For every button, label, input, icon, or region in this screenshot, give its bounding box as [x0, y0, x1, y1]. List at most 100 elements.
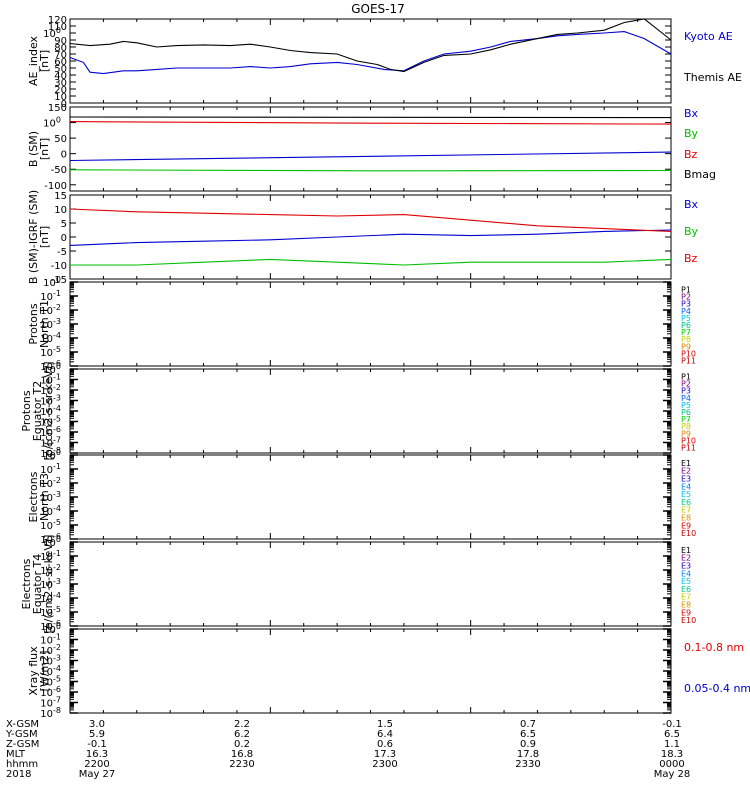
- series-line-by: [70, 258, 672, 266]
- y-tick-label: 0: [61, 150, 67, 161]
- x-axis-labels: X-GSM 3.0 2.2 1.5 0.7 -0.1 Y-GSM 5.9 6.2 6.4 6.5 6.…: [5, 719, 690, 780]
- x-tick-label: May 27: [79, 769, 116, 780]
- y-tick-label: 100: [43, 448, 61, 462]
- series-line-by: [69, 169, 672, 172]
- legend-entry: Bx: [684, 107, 699, 120]
- legend-entry: P10: [681, 349, 696, 358]
- legend-entry: P4: [681, 394, 691, 403]
- legend-entry: P3: [681, 300, 691, 309]
- x-tick-label: 1.5: [377, 719, 393, 730]
- x-tick-label: 2.2: [234, 719, 250, 730]
- y-tick-label: 10-2: [40, 383, 61, 397]
- y-tick-label: 10-1: [40, 373, 61, 387]
- legend-entry: E7: [681, 506, 691, 515]
- y-tick-label: 60: [54, 57, 67, 68]
- y-tick-label: 80: [54, 43, 67, 54]
- panel-p_t2: 10-810-710-610-510-410-310-210-1100Proto…: [20, 361, 696, 460]
- legend-entry: P11: [681, 443, 696, 452]
- y-axis-label: North T3: [38, 473, 51, 521]
- panel-e_t3: 10-610-510-410-310-210-1100ElectronsNort…: [27, 448, 696, 546]
- series-line-themis-ae: [69, 18, 672, 73]
- x-row-label: Y-GSM: [5, 729, 38, 740]
- y-axis-label: [W/m2]: [38, 651, 51, 692]
- y-tick-label: 100: [43, 26, 61, 40]
- legend-entry: P9: [681, 429, 691, 438]
- y-tick-label: 10-1: [40, 549, 61, 563]
- legend-entry: P4: [681, 307, 691, 316]
- x-tick-label: 6.4: [377, 729, 393, 740]
- y-tick-label: 10-3: [40, 317, 61, 331]
- legend-entry: P7: [681, 415, 691, 424]
- x-tick-label: -0.1: [87, 739, 107, 750]
- y-tick-label: -100: [44, 181, 67, 192]
- y-tick-label: 10-1: [40, 289, 61, 303]
- panels: 0102030405060708090100110120AE_index[nT]…: [20, 15, 750, 720]
- legend-entry: P11: [681, 356, 696, 365]
- y-tick-label: 90: [54, 36, 67, 47]
- y-tick-label: 10: [54, 92, 67, 103]
- x-tick-label: 0.6: [377, 739, 393, 750]
- x-row-label: X-GSM: [6, 719, 39, 730]
- legend-entry: E1: [681, 546, 691, 555]
- panel-b_sm: -100 -50 0 50 100 150 B (SM)[nT] Bx By Bz Bmag: [27, 103, 716, 192]
- y-tick-label: 10-5: [40, 675, 61, 689]
- x-tick-label: 6.5: [664, 729, 680, 740]
- legend-entry: E7: [681, 593, 691, 602]
- y-tick-label: 10-2: [40, 563, 61, 577]
- panel-frame: [69, 628, 672, 714]
- y-axis-label: Protons: [27, 303, 40, 344]
- x-tick-label: 18.3: [661, 749, 683, 760]
- y-tick-label: -50: [51, 165, 67, 176]
- y-axis-label: [nT]: [38, 226, 51, 248]
- y-axis-label: Electrons: [27, 471, 40, 522]
- x-tick-label: 1.1: [664, 739, 680, 750]
- x-tick-label: 2300: [372, 759, 397, 770]
- legend-entry: P2: [681, 380, 691, 389]
- x-row-label: MLT: [6, 749, 26, 760]
- legend-entry: E5: [681, 577, 691, 586]
- x-tick-label: 16.3: [86, 749, 108, 760]
- x-tick-label: 3.0: [89, 719, 105, 730]
- y-tick-label: 10-3: [40, 394, 61, 408]
- legend-entry: E10: [681, 616, 696, 625]
- x-tick-label: 0000: [659, 759, 684, 770]
- y-tick-label: 15: [54, 191, 67, 202]
- y-axis-label: Electrons: [20, 558, 33, 609]
- y-tick-label: -5: [57, 247, 67, 258]
- x-tick-label: 2230: [229, 759, 254, 770]
- y-axis-label: Xray flux: [27, 646, 40, 696]
- y-tick-label: 100: [43, 362, 61, 376]
- legend-entry: E2: [681, 554, 691, 563]
- y-tick-label: 5: [61, 219, 67, 230]
- legend-entry: E4: [681, 482, 691, 491]
- y-tick-label: 10-5: [40, 605, 61, 619]
- y-tick-label: 10-5: [40, 345, 61, 359]
- legend-entry: E9: [681, 521, 691, 530]
- legend-entry: E3: [681, 475, 691, 484]
- legend-entry: P2: [681, 293, 691, 302]
- legend-entry: Bz: [684, 148, 698, 161]
- y-tick-label: 50: [54, 64, 67, 75]
- x-tick-label: 5.9: [89, 729, 105, 740]
- legend-entry: P6: [681, 321, 691, 330]
- legend-entry: P1: [681, 373, 691, 382]
- y-tick-label: 10-4: [40, 664, 61, 678]
- y-tick-label: 100: [43, 275, 61, 289]
- y-tick-label: 100: [43, 622, 61, 636]
- y-axis-label: B (SM)-IGRF (SM): [27, 190, 40, 284]
- y-axis-label: North T1: [38, 300, 51, 348]
- legend-entry: E8: [681, 601, 691, 610]
- legend-entry: E5: [681, 490, 691, 499]
- x-tick-label: 0.2: [234, 739, 250, 750]
- series-line-bmag: [69, 116, 672, 119]
- series-line-bx: [69, 151, 672, 162]
- y-tick-label: 10-3: [40, 577, 61, 591]
- legend-entry: P3: [681, 387, 691, 396]
- x-tick-label: May 28: [654, 769, 691, 780]
- series-line-bz: [69, 121, 672, 125]
- y-tick-label: 10-6: [40, 619, 61, 633]
- panel-frame: [69, 281, 672, 367]
- y-tick-label: 10-5: [40, 518, 61, 532]
- x-tick-label: 0.9: [520, 739, 536, 750]
- y-tick-label: 0: [61, 99, 67, 110]
